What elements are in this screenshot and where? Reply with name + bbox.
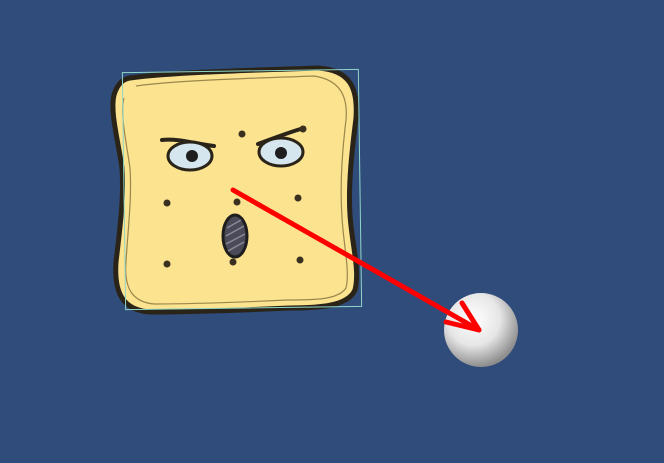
cracker-dot — [229, 258, 237, 266]
arrow-shaft — [230, 187, 482, 333]
mouth-hatching — [225, 219, 246, 252]
selection-outline — [121, 68, 363, 311]
right-pupil — [275, 147, 287, 159]
mouth — [221, 213, 249, 259]
cracker-dot — [294, 194, 302, 202]
cracker-inner-sketch — [122, 75, 348, 305]
left-pupil — [186, 150, 198, 162]
cracker-dot — [238, 130, 246, 138]
arrow-head — [443, 300, 482, 333]
direction-arrow[interactable] — [230, 187, 482, 333]
cracker-dot — [299, 125, 307, 133]
cracker-dot — [296, 256, 304, 264]
cracker-dot — [233, 198, 241, 206]
cracker-dot — [163, 199, 171, 207]
cracker-dot — [163, 260, 171, 268]
